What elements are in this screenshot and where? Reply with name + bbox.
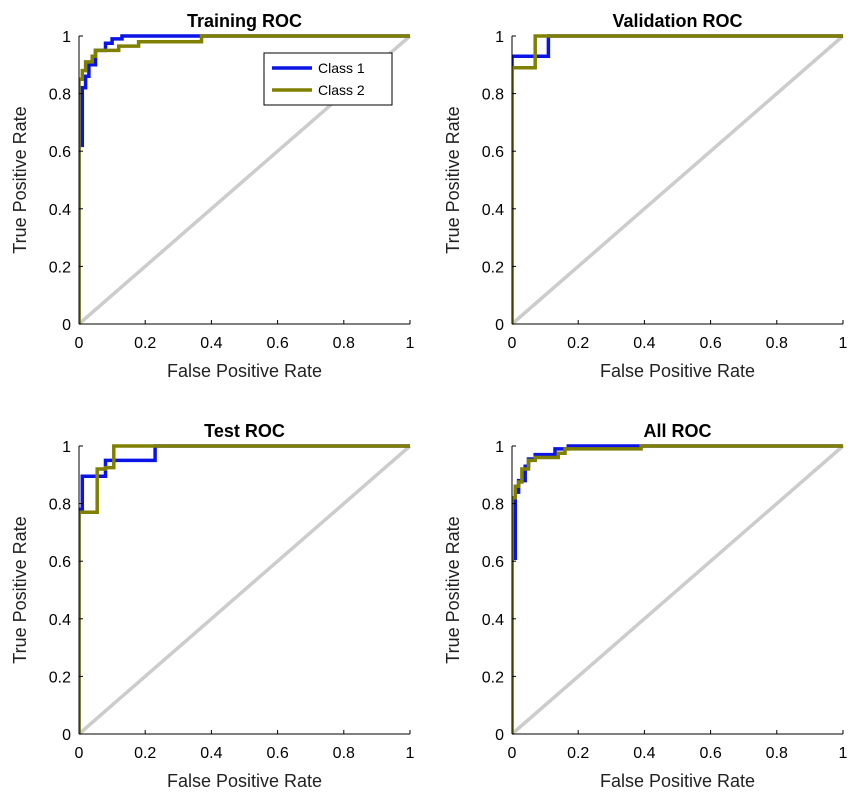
y-tick-label: 0.2	[49, 669, 71, 686]
series-line-class-2	[79, 34, 410, 324]
x-tick-label: 1	[406, 335, 415, 352]
y-tick-label: 0.6	[482, 554, 504, 571]
y-tick-label: 0	[62, 727, 71, 744]
y-tick-label: 1	[62, 29, 71, 46]
x-tick-label: 0.2	[567, 745, 589, 762]
y-tick-label: 0.4	[49, 612, 71, 629]
x-axis-label: False Positive Rate	[167, 771, 322, 790]
x-tick-label: 0.8	[766, 335, 788, 352]
legend-label-class-1: Class 1	[318, 60, 365, 76]
x-tick-label: 0.4	[633, 335, 655, 352]
x-tick-label: 0.6	[266, 745, 288, 762]
chance-diagonal-line	[79, 444, 412, 736]
series-line-class-2	[79, 444, 410, 734]
series-line-class-1	[79, 444, 410, 734]
chart-title: All ROC	[643, 421, 711, 441]
legend: Class 1 Class 2	[263, 52, 393, 106]
x-tick-label: 0	[75, 335, 84, 352]
y-axis-label: True Positive Rate	[443, 106, 463, 253]
y-tick-label: 0.8	[482, 497, 504, 514]
x-tick-label: 0.6	[699, 745, 721, 762]
x-tick-label: 1	[839, 745, 848, 762]
y-tick-label: 0.6	[482, 144, 504, 161]
x-tick-label: 1	[406, 745, 415, 762]
y-tick-label: 0.2	[49, 259, 71, 276]
x-tick-label: 0	[75, 745, 84, 762]
x-tick-label: 0.4	[200, 745, 222, 762]
chart-title: Validation ROC	[612, 11, 742, 31]
x-tick-label: 0.8	[766, 745, 788, 762]
y-tick-label: 0.8	[49, 497, 71, 514]
x-tick-label: 0.8	[333, 745, 355, 762]
y-tick-label: 0.6	[49, 144, 71, 161]
chart-title: Training ROC	[187, 11, 302, 31]
x-tick-label: 0.8	[333, 335, 355, 352]
x-tick-label: 0.2	[134, 745, 156, 762]
x-axis-label: False Positive Rate	[167, 361, 322, 381]
y-tick-label: 0	[62, 317, 71, 334]
chance-diagonal-line	[512, 34, 845, 326]
y-tick-label: 0	[495, 727, 504, 744]
y-tick-label: 0	[495, 317, 504, 334]
x-tick-label: 0.4	[633, 745, 655, 762]
x-tick-label: 0.2	[567, 335, 589, 352]
x-tick-label: 0.6	[699, 335, 721, 352]
chart-panel-validation-roc: 0 0.2 0.4 0.6 0.8 1 0 0.2 0.4 0.6 0.8 1 Validation R…	[443, 11, 848, 381]
y-tick-label: 0.8	[49, 87, 71, 104]
x-tick-label: 0.2	[134, 335, 156, 352]
legend-label-class-2: Class 2	[318, 82, 365, 98]
y-tick-label: 0.4	[482, 612, 504, 629]
legend-box	[263, 52, 393, 106]
y-axis-label: True Positive Rate	[443, 516, 463, 663]
x-tick-label: 0	[508, 745, 517, 762]
y-tick-label: 1	[495, 29, 504, 46]
y-axis-label: True Positive Rate	[10, 516, 30, 663]
y-axis-label: True Positive Rate	[10, 106, 30, 253]
y-tick-label: 1	[495, 439, 504, 456]
x-tick-label: 0.6	[266, 335, 288, 352]
y-tick-label: 0.2	[482, 259, 504, 276]
x-axis-label: False Positive Rate	[600, 771, 755, 790]
x-tick-label: 0	[508, 335, 517, 352]
chart-panel-training-roc: 0 0.2 0.4 0.6 0.8 1 0 0.2 0.4 0.6 0.8 1 Training ROC…	[10, 11, 415, 381]
series-line-class-1	[79, 34, 410, 324]
y-tick-label: 0.6	[49, 554, 71, 571]
y-tick-label: 0.2	[482, 669, 504, 686]
x-axis-label: False Positive Rate	[600, 361, 755, 381]
x-tick-label: 0.4	[200, 335, 222, 352]
chart-panel-test-roc: 0 0.2 0.4 0.6 0.8 1 0 0.2 0.4 0.6 0.8 1 Test ROC Fals…	[10, 421, 415, 791]
y-tick-label: 0.8	[482, 87, 504, 104]
y-tick-label: 0.4	[482, 202, 504, 219]
y-tick-label: 1	[62, 439, 71, 456]
series-line-class-2	[512, 444, 843, 734]
chance-diagonal-line	[512, 444, 845, 736]
y-tick-label: 0.4	[49, 202, 71, 219]
x-tick-label: 1	[839, 335, 848, 352]
chart-panel-all-roc: 0 0.2 0.4 0.6 0.8 1 0 0.2 0.4 0.6 0.8 1 All ROC False…	[443, 421, 848, 791]
chart-title: Test ROC	[204, 421, 285, 441]
series-line-class-2	[512, 34, 843, 324]
